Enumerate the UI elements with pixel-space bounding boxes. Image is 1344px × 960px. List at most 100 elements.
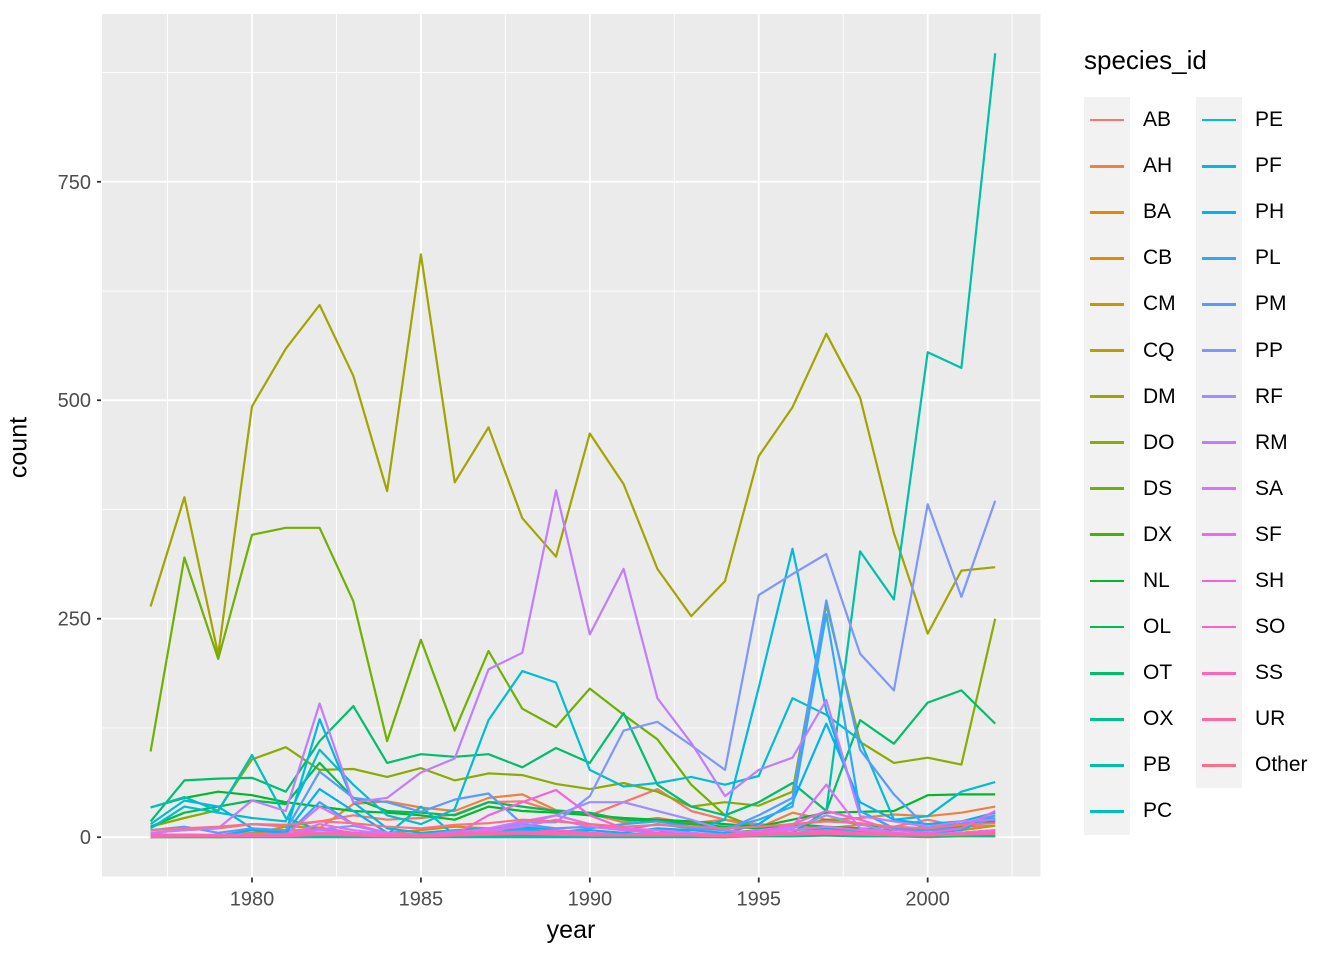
legend-key-AH: [1084, 143, 1130, 190]
y-axis-title: count: [4, 416, 33, 479]
legend-key-PB: [1084, 742, 1130, 789]
legend-key-line-icon: [1202, 256, 1236, 260]
legend-label-CQ: CQ: [1143, 338, 1175, 362]
legend-key-PL: [1196, 235, 1242, 282]
legend-label-PC: PC: [1143, 799, 1173, 823]
x-tick-label: 1980: [230, 889, 275, 911]
legend-label-RM: RM: [1255, 430, 1288, 454]
legend-key-NL: [1084, 557, 1130, 605]
legend-entry-PF: PF: [1196, 143, 1308, 190]
x-axis-title: year: [0, 916, 1040, 945]
legend-entry-CM: CM: [1084, 281, 1196, 328]
legend-entry-SH: SH: [1196, 557, 1308, 605]
legend-label-CB: CB: [1143, 246, 1173, 270]
legend-key-line-icon: [1090, 118, 1124, 122]
legend-entry-RM: RM: [1196, 419, 1308, 466]
legend-entry-CQ: CQ: [1084, 327, 1196, 374]
legend-entry-PH: PH: [1196, 189, 1308, 236]
legend-entry-PC: PC: [1084, 788, 1196, 835]
legend-key-SF: [1196, 511, 1242, 558]
legend-key-BA: [1084, 189, 1130, 236]
legend-key-CM: [1084, 281, 1130, 328]
x-tick-label: 1990: [568, 889, 613, 911]
legend-entry-PE: PE: [1196, 97, 1308, 144]
legend-label-CM: CM: [1143, 292, 1176, 316]
legend-key-CQ: [1084, 327, 1130, 374]
legend-key-SA: [1196, 465, 1242, 512]
legend-key-line-icon: [1090, 303, 1124, 306]
legend-title: species_id: [1084, 45, 1207, 75]
series-line-DO: [150, 603, 997, 828]
legend-key-OL: [1084, 604, 1130, 651]
legend-key-OX: [1084, 696, 1130, 743]
legend-entry-DX: DX: [1084, 511, 1196, 558]
legend-entry-CB: CB: [1084, 235, 1196, 282]
legend-label-PH: PH: [1255, 200, 1285, 224]
series-line-Other: [150, 818, 996, 832]
legend-key-line-icon: [1202, 395, 1236, 398]
legend-entry-DO: DO: [1084, 419, 1196, 466]
legend-key-line-icon: [1090, 671, 1124, 675]
legend-label-PE: PE: [1255, 108, 1284, 132]
legend-key-line-icon: [1090, 164, 1124, 168]
series-line-DM: [149, 253, 996, 656]
legend-key-PM: [1196, 281, 1242, 328]
legend-entry-DM: DM: [1084, 373, 1196, 420]
legend-label-PM: PM: [1255, 292, 1287, 316]
legend-key-line-icon: [1202, 441, 1236, 445]
legend-column-1: AB AH BA CB CM CQ DM DO DS DX NL OL OT OX PB PC: [1084, 97, 1196, 835]
legend-key-line-icon: [1090, 717, 1124, 721]
legend-key-DS: [1084, 465, 1130, 512]
legend-key-line-icon: [1090, 256, 1124, 260]
legend-key-line-icon: [1202, 717, 1236, 721]
legend-key-line-icon: [1202, 118, 1236, 122]
legend-key-PH: [1196, 189, 1242, 236]
legend-label-OT: OT: [1143, 661, 1173, 685]
legend-key-line-icon: [1202, 579, 1236, 583]
legend-key-PC: [1084, 788, 1130, 835]
legend-key-AB: [1084, 97, 1130, 144]
legend-label-RF: RF: [1255, 384, 1283, 408]
legend-key-line-icon: [1090, 763, 1124, 767]
legend-key-SH: [1196, 557, 1242, 605]
legend-entry-AB: AB: [1084, 97, 1196, 144]
x-tick-label: 1995: [736, 889, 781, 911]
series-line-PB: [150, 53, 997, 839]
plot-panel: [102, 14, 1041, 877]
legend-key-line-icon: [1202, 625, 1236, 629]
legend-key-line-icon: [1090, 810, 1124, 813]
legend-entry-SS: SS: [1196, 650, 1308, 697]
legend-entry-PB: PB: [1084, 742, 1196, 789]
legend-key-SS: [1196, 650, 1242, 697]
legend-label-AB: AB: [1143, 108, 1172, 132]
y-tick-label: 250: [58, 609, 91, 631]
legend-label-PF: PF: [1255, 154, 1282, 178]
x-tick-label: 1985: [399, 889, 444, 911]
legend-key-line-icon: [1202, 210, 1236, 214]
x-tick-label: 2000: [905, 889, 950, 911]
legend-label-AH: AH: [1143, 154, 1173, 178]
chart-canvas: 0 250 500 750 1980 1985 1990 1995 2000: [58, 14, 1041, 911]
legend-label-SA: SA: [1255, 476, 1284, 500]
series-line-SS: [150, 830, 996, 837]
legend-key-line-icon: [1202, 164, 1236, 168]
legend-label-PP: PP: [1255, 338, 1284, 362]
legend-key-line-icon: [1202, 487, 1236, 491]
legend-entry-DS: DS: [1084, 465, 1196, 512]
legend-entry-OL: OL: [1084, 604, 1196, 651]
y-tick-label: 500: [58, 390, 91, 412]
legend-key-line-icon: [1090, 395, 1124, 398]
legend-key-line-icon: [1202, 303, 1236, 306]
legend-label-SF: SF: [1255, 522, 1282, 546]
legend-key-RF: [1196, 373, 1242, 420]
legend-key-DX: [1084, 511, 1130, 558]
legend-key-UR: [1196, 696, 1242, 743]
legend-key-line-icon: [1090, 579, 1124, 583]
series-line-PE: [150, 669, 996, 830]
legend-key-line-icon: [1090, 441, 1124, 445]
legend-column-2: PE PF PH PL PM PP RF RM SA SF SH SO SS UR Other: [1196, 97, 1308, 789]
legend-key-PP: [1196, 327, 1242, 374]
x-axis-title-text: year: [546, 916, 596, 944]
legend-entry-RF: RF: [1196, 373, 1308, 420]
